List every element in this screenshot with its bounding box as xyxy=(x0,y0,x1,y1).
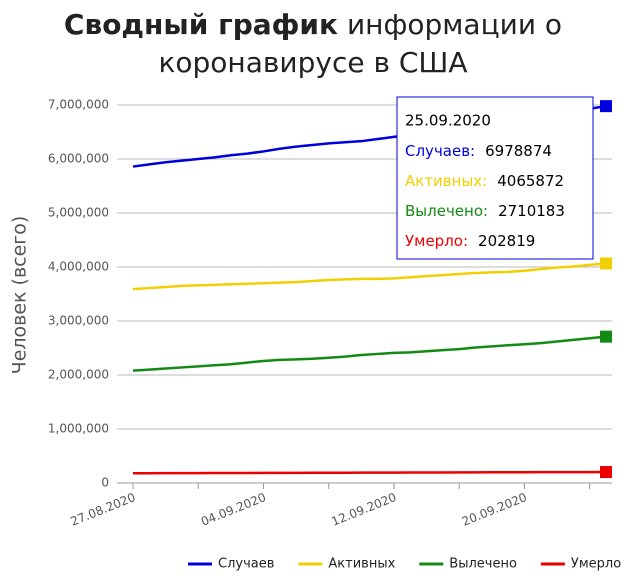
end-marker xyxy=(600,100,612,113)
x-tick-label: 12.09.2020 xyxy=(329,490,398,529)
legend-label: Вылечено xyxy=(449,557,517,572)
tooltip-row: Вылечено: 2710183 xyxy=(405,202,565,220)
legend-label: Случаев xyxy=(218,557,274,572)
tooltip-label: Активных: xyxy=(405,172,487,190)
legend-label: Активных xyxy=(328,557,395,572)
y-tick-label: 6,000,000 xyxy=(48,152,109,166)
end-marker xyxy=(600,257,612,270)
series-line xyxy=(132,470,607,475)
chart-title-line2: коронавирусе в США xyxy=(158,46,467,79)
x-tick-label: 20.09.2020 xyxy=(460,490,529,529)
tooltip-value: 4065872 xyxy=(497,172,564,190)
tooltip-date: 25.09.2020 xyxy=(405,112,491,130)
x-tick-label: 27.08.2020 xyxy=(68,490,137,529)
y-tick-label: 1,000,000 xyxy=(48,422,109,436)
y-axis-label: Человек (всего) xyxy=(9,216,31,375)
tooltip-label: Умерло: xyxy=(405,232,468,250)
tooltip-value: 2710183 xyxy=(498,202,565,220)
tooltip-value: 202819 xyxy=(478,232,535,250)
chart-title: Сводный график информации о xyxy=(64,8,562,41)
title-bold: Сводный график xyxy=(64,8,338,41)
y-tick-label: 2,000,000 xyxy=(48,368,109,382)
y-tick-label: 7,000,000 xyxy=(48,98,109,112)
tooltip-row: Случаев: 6978874 xyxy=(405,142,552,160)
series-line xyxy=(132,335,607,372)
y-tick-label: 5,000,000 xyxy=(48,206,109,220)
y-tick-label: 4,000,000 xyxy=(48,260,109,274)
tooltip-row: Активных: 4065872 xyxy=(405,172,564,190)
tooltip-label: Вылечено: xyxy=(405,202,488,220)
end-marker xyxy=(600,466,612,479)
y-tick-label: 0 xyxy=(101,476,109,490)
tooltip-label: Случаев: xyxy=(405,142,475,160)
legend-label: Умерло xyxy=(571,557,621,572)
y-tick-label: 3,000,000 xyxy=(48,314,109,328)
tooltip-value: 6978874 xyxy=(485,142,552,160)
series-line xyxy=(132,262,607,291)
title-rest: информации о xyxy=(347,8,562,41)
end-marker xyxy=(600,330,612,343)
tooltip-box xyxy=(396,96,594,260)
tooltip-row: Умерло: 202819 xyxy=(405,232,535,250)
x-tick-label: 04.09.2020 xyxy=(199,490,268,529)
